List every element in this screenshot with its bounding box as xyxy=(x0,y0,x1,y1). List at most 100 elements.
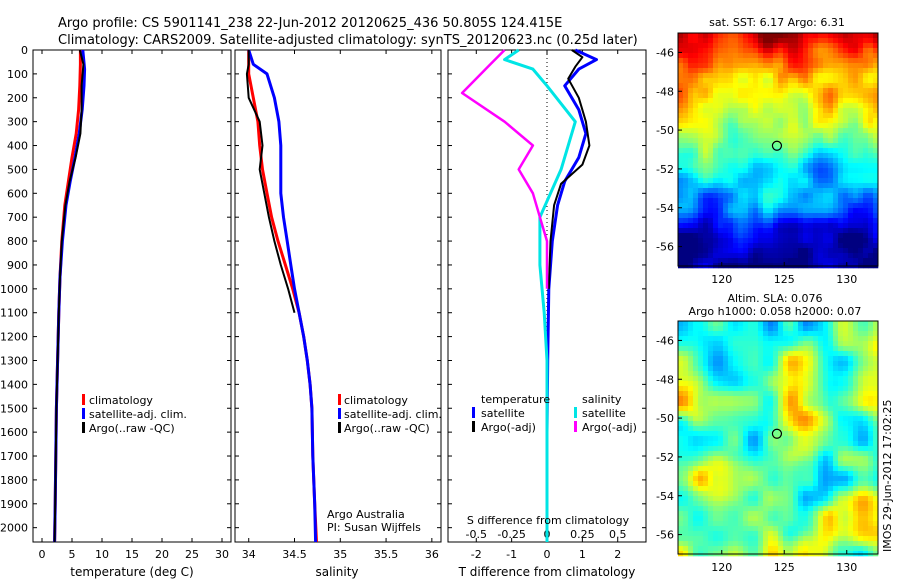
heatmap-cell xyxy=(678,371,684,377)
heatmap-cell xyxy=(813,63,819,69)
heatmap-cell xyxy=(793,88,799,94)
heatmap-cell xyxy=(798,188,804,194)
heatmap-cell xyxy=(703,83,709,89)
heatmap-cell xyxy=(713,441,719,447)
heatmap-cell xyxy=(763,436,769,442)
heatmap-cell xyxy=(738,321,744,327)
heatmap-cell xyxy=(738,536,744,542)
heatmap-cell xyxy=(858,536,864,542)
heatmap-cell xyxy=(823,481,829,487)
heatmap-cell xyxy=(798,123,804,129)
heatmap-cell xyxy=(788,381,794,387)
heatmap-cell xyxy=(678,73,684,79)
heatmap-cell xyxy=(813,391,819,397)
heatmap-cell xyxy=(858,341,864,347)
heatmap-cell xyxy=(813,346,819,352)
heatmap-cell xyxy=(763,158,769,164)
heatmap-cell xyxy=(848,183,854,189)
heatmap-cell xyxy=(873,536,879,542)
heatmap-cell xyxy=(688,326,694,332)
heatmap-cell xyxy=(753,53,759,59)
heatmap-cell xyxy=(688,406,694,412)
heatmap-cell xyxy=(708,163,714,169)
heatmap-cell xyxy=(738,376,744,382)
heatmap-cell xyxy=(868,371,874,377)
heatmap-cell xyxy=(753,531,759,537)
heatmap-cell xyxy=(723,446,729,452)
heatmap-cell xyxy=(828,336,834,342)
heatmap-cell xyxy=(763,351,769,357)
heatmap-cell xyxy=(803,466,809,472)
heatmap-cell xyxy=(803,386,809,392)
heatmap-cell xyxy=(723,431,729,437)
heatmap-cell xyxy=(763,476,769,482)
heatmap-cell xyxy=(733,426,739,432)
heatmap-cell xyxy=(738,113,744,119)
heatmap-cell xyxy=(723,118,729,124)
heatmap-cell xyxy=(808,103,814,109)
heatmap-cell xyxy=(858,258,864,264)
heatmap-cell xyxy=(803,471,809,477)
heatmap-cell xyxy=(763,68,769,74)
heatmap-cell xyxy=(708,243,714,249)
heatmap-cell xyxy=(863,33,869,39)
heatmap-cell xyxy=(828,456,834,462)
heatmap-cell xyxy=(733,168,739,174)
heatmap-cell xyxy=(808,43,814,49)
heatmap-cell xyxy=(818,238,824,244)
heatmap-cell xyxy=(728,38,734,44)
heatmap-cell xyxy=(718,88,724,94)
heatmap-cell xyxy=(808,511,814,517)
heatmap-cell xyxy=(868,331,874,337)
heatmap-cell xyxy=(723,336,729,342)
heatmap-cell xyxy=(728,158,734,164)
heatmap-cell xyxy=(713,108,719,114)
heatmap-cell xyxy=(853,233,859,239)
heatmap-cell xyxy=(813,466,819,472)
heatmap-cell xyxy=(733,326,739,332)
heatmap-cell xyxy=(768,501,774,507)
map-y-tick-label: -54 xyxy=(656,202,674,215)
heatmap-cell xyxy=(758,526,764,532)
heatmap-cell xyxy=(783,73,789,79)
heatmap-cell xyxy=(753,163,759,169)
heatmap-cell xyxy=(833,53,839,59)
heatmap-cell xyxy=(843,53,849,59)
heatmap-cell xyxy=(873,371,879,377)
heatmap-cell xyxy=(683,188,689,194)
heatmap-cell xyxy=(738,521,744,527)
heatmap-cell xyxy=(813,248,819,254)
heatmap-cell xyxy=(743,93,749,99)
heatmap-cell xyxy=(828,521,834,527)
heatmap-cell xyxy=(848,541,854,547)
heatmap-cell xyxy=(763,501,769,507)
heatmap-cell xyxy=(698,83,704,89)
heatmap-cell xyxy=(793,43,799,49)
heatmap-cell xyxy=(688,541,694,547)
heatmap-cell xyxy=(713,258,719,264)
heatmap-cell xyxy=(773,223,779,229)
heatmap-cell xyxy=(803,153,809,159)
heatmap-cell xyxy=(838,491,844,497)
heatmap-cell xyxy=(788,451,794,457)
heatmap-cell xyxy=(698,361,704,367)
heatmap-cell xyxy=(728,213,734,219)
heatmap-cell xyxy=(723,133,729,139)
heatmap-cell xyxy=(743,441,749,447)
heatmap-cell xyxy=(743,501,749,507)
heatmap-cell xyxy=(813,113,819,119)
heatmap-cell xyxy=(748,183,754,189)
heatmap-cell xyxy=(733,238,739,244)
heatmap-cell xyxy=(693,68,699,74)
heatmap-cell xyxy=(698,521,704,527)
heatmap-cell xyxy=(828,516,834,522)
heatmap-cell xyxy=(713,431,719,437)
heatmap-cell xyxy=(758,386,764,392)
heatmap-cell xyxy=(828,228,834,234)
heatmap-cell xyxy=(738,38,744,44)
heatmap-cell xyxy=(763,366,769,372)
heatmap-cell xyxy=(688,346,694,352)
heatmap-cell xyxy=(793,546,799,552)
heatmap-cell xyxy=(718,118,724,124)
heatmap-cell xyxy=(678,113,684,119)
